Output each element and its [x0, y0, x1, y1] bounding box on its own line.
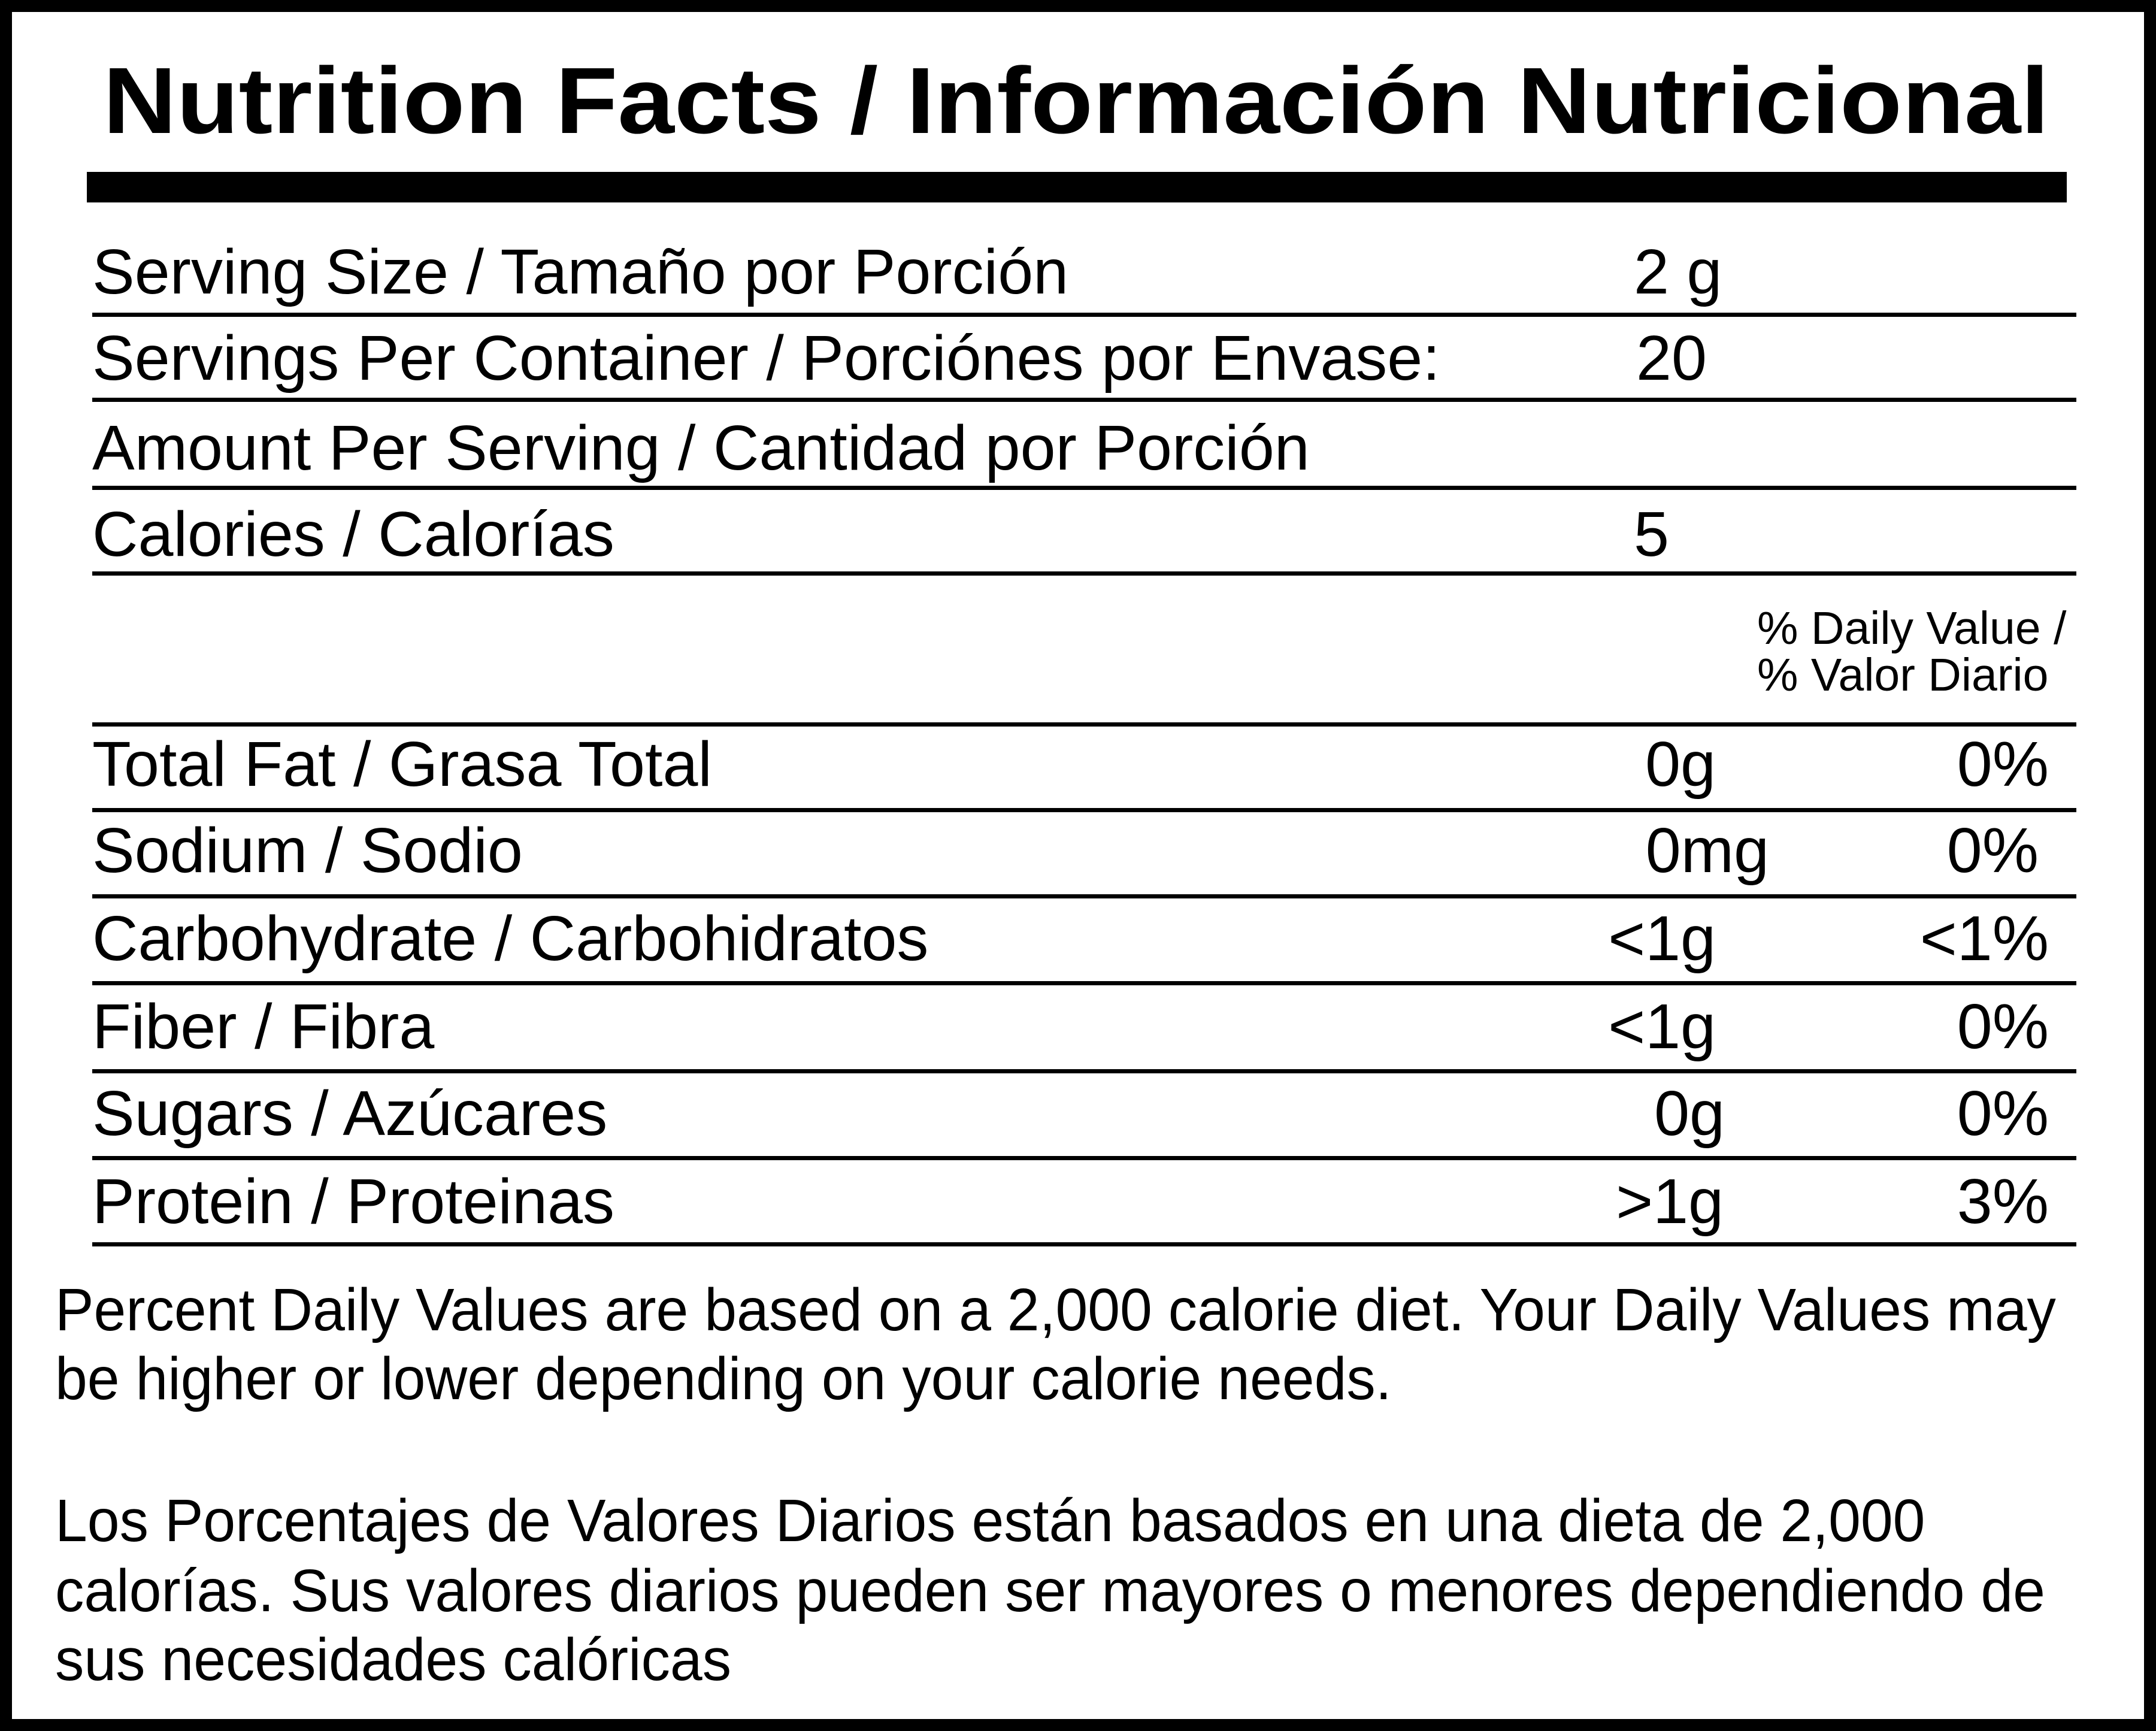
nutrient-daily-value: 0%	[1957, 729, 2049, 800]
nutrient-label: Fiber / Fibra	[92, 991, 435, 1062]
calories-value: 5	[1634, 499, 1669, 570]
footnote-english-line: be higher or lower depending on your cal…	[55, 1345, 1392, 1412]
servings-per-container-label: Servings Per Container / Porciónes por E…	[92, 323, 1440, 394]
nutrient-amount: 0g	[1645, 729, 1716, 800]
footnote-english-line: Percent Daily Values are based on a 2,00…	[55, 1276, 2056, 1343]
divider	[92, 808, 2076, 812]
divider	[92, 1069, 2076, 1073]
nutrient-label: Sodium / Sodio	[92, 815, 523, 886]
nutrient-amount: 0mg	[1645, 815, 1769, 886]
divider	[92, 894, 2076, 898]
nutrient-label: Protein / Proteinas	[92, 1166, 615, 1237]
divider	[92, 1156, 2076, 1160]
nutrient-amount: 0g	[1654, 1078, 1725, 1149]
nutrient-daily-value: 0%	[1946, 815, 2039, 886]
nutrient-daily-value: 3%	[1957, 1166, 2049, 1237]
thick-divider	[87, 172, 2067, 202]
nutrient-label: Sugars / Azúcares	[92, 1078, 608, 1149]
nutrient-daily-value: 0%	[1957, 1078, 2049, 1149]
nutrient-label: Total Fat / Grasa Total	[92, 729, 712, 800]
divider	[92, 981, 2076, 985]
divider	[92, 722, 2076, 727]
calories-label: Calories / Calorías	[92, 499, 614, 570]
divider	[92, 313, 2076, 317]
divider	[92, 571, 2076, 576]
nutrient-amount: >1g	[1616, 1166, 1724, 1237]
serving-size-value: 2 g	[1634, 237, 1722, 307]
label-title: Nutrition Facts / Información Nutriciona…	[103, 49, 2049, 153]
divider	[92, 486, 2076, 490]
daily-value-header: % Valor Diario	[1757, 649, 2049, 701]
footnote-spanish-line: calorías. Sus valores diarios pueden ser…	[55, 1557, 2045, 1624]
serving-size-label: Serving Size / Tamaño por Porción	[92, 237, 1069, 307]
footnote-spanish-line: sus necesidades calóricas	[55, 1626, 732, 1693]
nutrient-amount: <1g	[1608, 991, 1716, 1062]
nutrient-amount: <1g	[1608, 903, 1716, 974]
nutrient-daily-value: 0%	[1957, 991, 2049, 1062]
nutrient-label: Carbohydrate / Carbohidratos	[92, 903, 929, 974]
footnote-spanish-line: Los Porcentajes de Valores Diarios están…	[55, 1487, 1925, 1554]
daily-value-header: % Daily Value /	[1757, 603, 2067, 654]
divider	[92, 1242, 2076, 1246]
servings-per-container-value: 20	[1636, 323, 1707, 394]
divider	[92, 398, 2076, 402]
nutrient-daily-value: <1%	[1919, 903, 2049, 974]
amount-per-serving-label: Amount Per Serving / Cantidad por Porció…	[92, 413, 1310, 483]
